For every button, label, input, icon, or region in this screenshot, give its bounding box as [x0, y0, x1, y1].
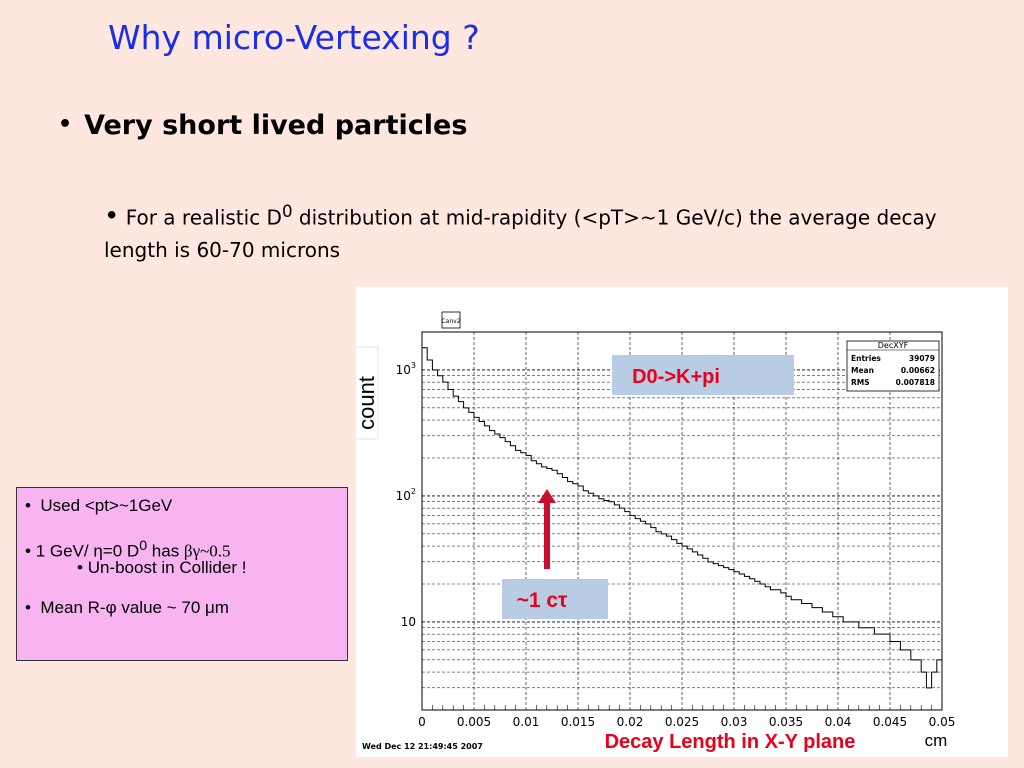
y-tick-label: 103	[396, 361, 416, 377]
decay-length-histogram: Canv2 0 0.005 0.01 0.015 0.02 0.025 0.03 0.035 0…	[356, 287, 1008, 757]
note-line-4: • Mean R-φ value ~ 70 μm	[25, 598, 229, 617]
arrow-icon	[538, 489, 556, 569]
stats-entries-value: 39079	[909, 354, 935, 363]
note-line-3: • Un-boost in Collider !	[77, 558, 247, 577]
note-line-2-superscript: 0	[139, 538, 148, 554]
sub-bullet-text-2: distribution at mid-rapidity (<pT>~1 GeV…	[104, 205, 937, 262]
stats-rms-label: RMS	[851, 378, 870, 387]
histogram-line	[422, 347, 942, 689]
bullet-dot-icon: •	[58, 112, 73, 137]
stats-mean-label: Mean	[851, 366, 874, 375]
annotation-box	[502, 579, 608, 619]
sub-bullet: • For a realistic D0 distribution at mid…	[104, 196, 964, 266]
x-tick-label: 0.05	[929, 715, 956, 729]
beta-gamma-value: βγ~0.5	[183, 541, 231, 561]
main-bullet-text: Very short lived particles	[84, 110, 468, 141]
stats-mean-value: 0.00662	[901, 366, 935, 375]
stats-title: DecXYF	[878, 341, 909, 350]
note-box: • Used <pt>~1GeV • 1 GeV/ η=0 D0 has βγ~…	[16, 487, 348, 661]
sub-bullet-superscript: 0	[281, 202, 293, 221]
note-line-4-text-a: Mean R-	[40, 598, 106, 617]
main-bullet: • Very short lived particles	[58, 110, 467, 141]
x-tick-label: 0.01	[513, 715, 540, 729]
pad-label-box	[441, 311, 461, 329]
note-line-2-text-c: has	[147, 541, 184, 561]
x-tick-label: 0.005	[457, 715, 491, 729]
y-tick-label: 102	[396, 487, 416, 503]
x-axis-label: Decay Length in X-Y plane	[605, 731, 856, 753]
legend-box	[612, 355, 794, 395]
note-line-2-text-b: =0 D	[102, 541, 140, 561]
y-tick-labels: 103 102 10	[396, 361, 416, 629]
x-tick-labels: 0 0.005 0.01 0.015 0.02 0.025 0.03 0.035 0.04 0.0…	[418, 715, 955, 729]
sub-bullet-text-1: For a realistic D	[125, 205, 282, 230]
x-tick-label: 0.015	[561, 715, 595, 729]
stats-entries-label: Entries	[851, 354, 881, 363]
histogram-svg: Canv2 0 0.005 0.01 0.015 0.02 0.025 0.03 0.035 0…	[356, 311, 955, 753]
x-tick-label: 0.02	[617, 715, 644, 729]
stats-rms-value: 0.007818	[896, 378, 935, 387]
x-tick-label: 0.045	[873, 715, 907, 729]
histogram-line-group	[422, 347, 942, 689]
phi-symbol: φ	[105, 598, 117, 617]
note-line-2: • 1 GeV/ η=0 D0 has βγ~0.5	[25, 538, 231, 561]
y-tick-label: 10	[401, 615, 416, 629]
x-tick-label: 0.04	[825, 715, 852, 729]
note-line-1-text: Used <pt>~1GeV	[40, 496, 173, 515]
grid-lines	[421, 331, 943, 711]
y-axis-label: count	[356, 376, 379, 430]
note-line-1: • Used <pt>~1GeV	[25, 496, 173, 515]
eta-symbol: η	[93, 541, 103, 561]
x-tick-label: 0.025	[665, 715, 699, 729]
x-axis-unit: cm	[925, 731, 948, 750]
bullet-dot-icon: •	[104, 201, 120, 232]
stats-box: DecXYF Entries 39079 Mean 0.00662 RMS 0.…	[846, 340, 940, 392]
note-line-2-text-a: 1 GeV/	[35, 541, 94, 561]
slide-title: Why micro-Vertexing ?	[108, 18, 480, 57]
note-line-4-text-c: m	[214, 598, 229, 617]
annotation-label: ~1 cτ	[517, 589, 568, 612]
ylabel-box	[356, 346, 379, 440]
note-line-4-text-b: value ~ 70	[116, 598, 205, 617]
x-tick-label: 0	[418, 715, 426, 729]
mu-symbol: μ	[205, 598, 215, 617]
x-tick-label: 0.03	[721, 715, 748, 729]
timestamp: Wed Dec 12 21:49:45 2007	[362, 742, 483, 751]
legend-label: D0->K+pi	[632, 366, 720, 388]
x-tick-label: 0.035	[769, 715, 803, 729]
note-line-3-text: Un-boost in Collider !	[87, 558, 247, 577]
pad-label: Canv2	[441, 318, 460, 325]
